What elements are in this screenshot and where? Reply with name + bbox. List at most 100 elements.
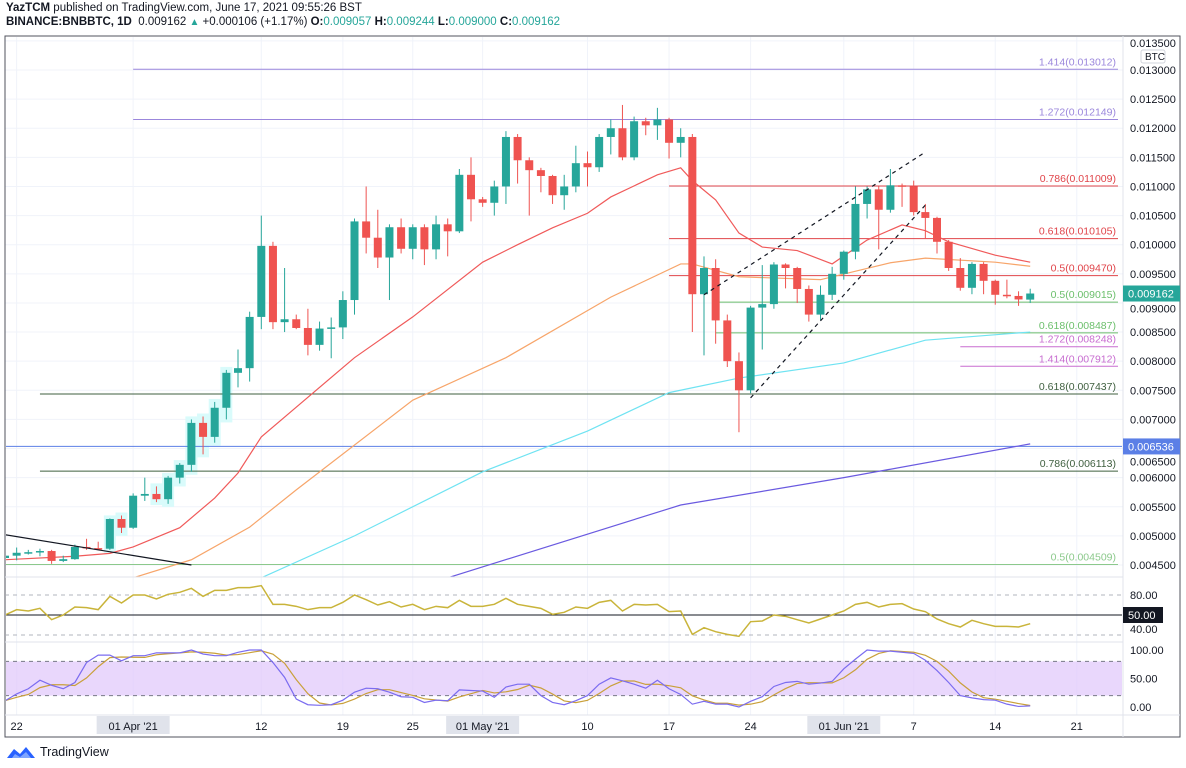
candle[interactable] xyxy=(117,515,126,533)
candle[interactable] xyxy=(851,186,860,260)
candle[interactable] xyxy=(665,117,674,159)
candle[interactable] xyxy=(94,541,103,551)
candle[interactable] xyxy=(793,266,802,303)
brand-name[interactable]: TradingView xyxy=(40,745,109,759)
candle[interactable] xyxy=(12,547,21,561)
candle[interactable] xyxy=(408,224,417,260)
candle[interactable] xyxy=(641,117,650,136)
stoch-rsi-pane[interactable] xyxy=(5,649,1123,708)
candle[interactable] xyxy=(781,263,790,289)
candle[interactable] xyxy=(467,157,475,222)
candle[interactable] xyxy=(420,224,429,266)
candle[interactable] xyxy=(804,285,813,322)
moving-average-line[interactable] xyxy=(133,257,1031,578)
candle[interactable] xyxy=(397,218,406,254)
candle[interactable] xyxy=(909,180,918,216)
candle[interactable] xyxy=(734,352,743,433)
candle[interactable] xyxy=(571,145,580,193)
moving-average-line[interactable] xyxy=(261,331,1031,578)
trendline[interactable] xyxy=(5,534,192,566)
candle[interactable] xyxy=(385,224,394,301)
candle[interactable] xyxy=(688,134,697,333)
candle[interactable] xyxy=(35,548,44,557)
rsi-pane[interactable] xyxy=(5,584,1123,638)
candle[interactable] xyxy=(280,268,289,333)
candle[interactable] xyxy=(501,131,510,204)
candle[interactable] xyxy=(1,552,9,562)
candle[interactable] xyxy=(606,119,615,155)
candle[interactable] xyxy=(630,116,639,161)
candle[interactable] xyxy=(187,419,196,472)
candle[interactable] xyxy=(874,186,883,250)
candle[interactable] xyxy=(315,321,324,351)
candle[interactable] xyxy=(839,250,848,280)
candle[interactable] xyxy=(490,180,499,216)
candle[interactable] xyxy=(478,196,487,207)
candle[interactable] xyxy=(152,486,161,503)
candle[interactable] xyxy=(175,463,184,484)
candle[interactable] xyxy=(525,157,534,216)
candle[interactable] xyxy=(59,555,68,563)
candle[interactable] xyxy=(338,291,347,340)
candle[interactable] xyxy=(47,549,56,564)
candle[interactable] xyxy=(711,259,720,344)
candle[interactable] xyxy=(234,349,242,388)
candle[interactable] xyxy=(618,104,627,161)
author[interactable]: YazTCM xyxy=(6,2,51,14)
trendline[interactable] xyxy=(750,204,926,399)
candle[interactable] xyxy=(828,266,837,301)
candle[interactable] xyxy=(24,549,33,555)
candle[interactable] xyxy=(886,169,895,213)
candle[interactable] xyxy=(944,240,953,271)
candle[interactable] xyxy=(1014,291,1023,306)
candle[interactable] xyxy=(723,314,732,367)
candle[interactable] xyxy=(455,169,464,234)
candle[interactable] xyxy=(979,262,988,295)
candle[interactable] xyxy=(327,317,336,359)
candle[interactable] xyxy=(292,314,301,330)
candle[interactable] xyxy=(199,416,208,455)
candle[interactable] xyxy=(1026,288,1035,303)
main-pane[interactable]: 1.414(0.013012) 1.272(0.012149) 0.786(0.01… xyxy=(1,56,1123,578)
candle[interactable] xyxy=(140,477,149,501)
candle[interactable] xyxy=(245,311,254,382)
candle[interactable] xyxy=(595,134,604,172)
candle[interactable] xyxy=(583,151,592,187)
candle[interactable] xyxy=(536,167,545,193)
candle[interactable] xyxy=(898,183,907,207)
candle[interactable] xyxy=(432,215,441,260)
trendline[interactable] xyxy=(703,151,926,296)
candle[interactable] xyxy=(70,544,79,560)
candle[interactable] xyxy=(257,215,266,330)
candle[interactable] xyxy=(222,369,231,420)
moving-average-line[interactable] xyxy=(448,443,1031,578)
candle[interactable] xyxy=(863,186,872,219)
candle[interactable] xyxy=(303,308,312,356)
candle[interactable] xyxy=(560,174,569,210)
candle[interactable] xyxy=(991,279,1000,305)
candle[interactable] xyxy=(268,241,277,330)
candle[interactable] xyxy=(373,209,382,268)
candle[interactable] xyxy=(758,265,767,350)
candle[interactable] xyxy=(443,218,452,257)
candle[interactable] xyxy=(746,305,755,394)
symbol-title[interactable]: BINANCE:BNBBTC, 1D xyxy=(6,16,132,28)
candle[interactable] xyxy=(653,107,662,140)
candle[interactable] xyxy=(548,174,557,204)
candle[interactable] xyxy=(956,258,965,291)
candle[interactable] xyxy=(816,285,825,321)
moving-average-line[interactable] xyxy=(5,167,1031,561)
candle[interactable] xyxy=(676,128,685,158)
candle[interactable] xyxy=(700,256,708,356)
candle[interactable] xyxy=(769,262,778,309)
candle[interactable] xyxy=(921,203,930,239)
candle[interactable] xyxy=(1002,279,1011,299)
candle[interactable] xyxy=(362,186,371,254)
candle[interactable] xyxy=(513,134,522,184)
candle[interactable] xyxy=(350,218,359,315)
candle[interactable] xyxy=(933,216,941,254)
candle[interactable] xyxy=(164,475,173,504)
candle[interactable] xyxy=(129,493,138,529)
stoch-k-line[interactable] xyxy=(5,649,1031,708)
